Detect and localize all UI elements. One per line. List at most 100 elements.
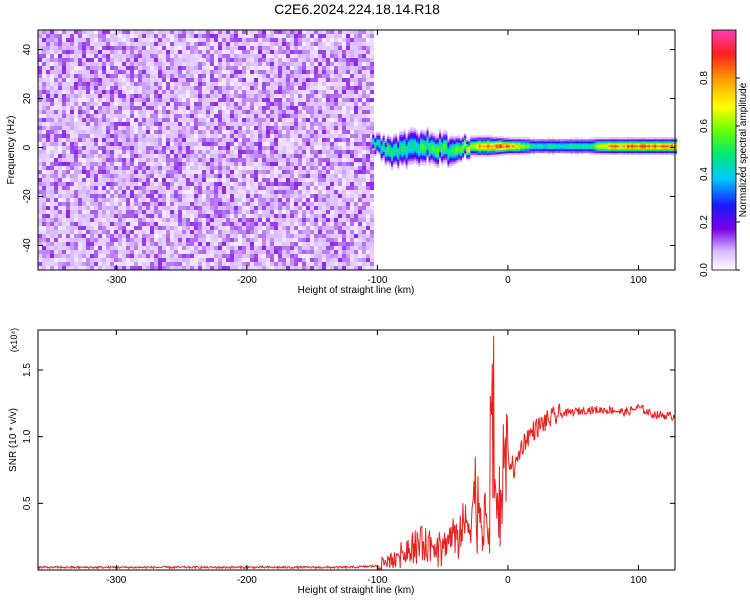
heatmap-cell (46, 210, 50, 214)
heatmap-cell (306, 86, 310, 90)
heatmap-cell (74, 246, 78, 250)
heatmap-cell (210, 218, 214, 222)
heatmap-cell (298, 118, 302, 122)
heatmap-cell (362, 174, 366, 178)
heatmap-cell (90, 46, 94, 50)
heatmap-cell (342, 42, 346, 46)
heatmap-cell (238, 34, 242, 38)
heatmap-cell (290, 230, 294, 234)
heatmap-cell (298, 138, 302, 142)
heatmap-cell (90, 138, 94, 142)
heatmap-cell (66, 130, 70, 134)
heatmap-cell (266, 46, 270, 50)
heatmap-cell (138, 162, 142, 166)
heatmap-cell (126, 106, 130, 110)
heatmap-cell (110, 234, 114, 238)
heatmap-cell (210, 206, 214, 210)
heatmap-cell (242, 186, 246, 190)
heatmap-cell (82, 90, 86, 94)
heatmap-cell (290, 62, 294, 66)
heatmap-cell (310, 74, 314, 78)
heatmap-cell (366, 62, 370, 66)
heatmap-cell (286, 82, 290, 86)
heatmap-cell (266, 250, 270, 254)
heatmap-cell (130, 90, 134, 94)
heatmap-cell (242, 146, 246, 150)
heatmap-cell (118, 194, 122, 198)
heatmap-cell (346, 222, 350, 226)
heatmap-cell (146, 62, 150, 66)
heatmap-cell (294, 170, 298, 174)
heatmap-cell (354, 238, 358, 242)
heatmap-cell (270, 170, 274, 174)
heatmap-cell (210, 70, 214, 74)
heatmap-cell (158, 162, 162, 166)
heatmap-cell (66, 202, 70, 206)
heatmap-cell (106, 82, 110, 86)
heatmap-cell (178, 42, 182, 46)
heatmap-cell (318, 210, 322, 214)
heatmap-cell (70, 46, 74, 50)
heatmap-cell (234, 138, 238, 142)
heatmap-cell (166, 118, 170, 122)
heatmap-cell (94, 122, 98, 126)
heatmap-cell (186, 138, 190, 142)
heatmap-cell (146, 50, 150, 54)
heatmap-cell (90, 154, 94, 158)
heatmap-cell (370, 86, 374, 90)
heatmap-cell (90, 146, 94, 150)
heatmap-cell (254, 114, 258, 118)
heatmap-cell (78, 230, 82, 234)
heatmap-cell (246, 106, 250, 110)
heatmap-cell (202, 194, 206, 198)
heatmap-cell (62, 58, 66, 62)
heatmap-cell (158, 138, 162, 142)
heatmap-cell (130, 154, 134, 158)
heatmap-cell (306, 226, 310, 230)
heatmap-cell (138, 78, 142, 82)
heatmap-cell (162, 210, 166, 214)
heatmap-cell (322, 234, 326, 238)
heatmap-cell (78, 266, 82, 270)
heatmap-cell (134, 190, 138, 194)
heatmap-cell (58, 194, 62, 198)
heatmap-cell (246, 130, 250, 134)
heatmap-cell (282, 238, 286, 242)
heatmap-cell (186, 230, 190, 234)
heatmap-cell (278, 166, 282, 170)
heatmap-cell (134, 138, 138, 142)
heatmap-cell (282, 186, 286, 190)
heatmap-cell (202, 114, 206, 118)
heatmap-cell (86, 234, 90, 238)
heatmap-cell (322, 126, 326, 130)
heatmap-cell (54, 154, 58, 158)
heatmap-cell (106, 42, 110, 46)
heatmap-cell (302, 246, 306, 250)
heatmap-cell (194, 42, 198, 46)
heatmap-cell (110, 162, 114, 166)
heatmap-cell (154, 254, 158, 258)
heatmap-cell (278, 126, 282, 130)
heatmap-cell (206, 250, 210, 254)
heatmap-cell (234, 254, 238, 258)
heatmap-cell (222, 30, 226, 34)
heatmap-cell (54, 130, 58, 134)
heatmap-cell (190, 190, 194, 194)
heatmap-cell (370, 214, 374, 218)
heatmap-cell (146, 198, 150, 202)
heatmap-cell (234, 82, 238, 86)
heatmap-cell (302, 210, 306, 214)
heatmap-cell (318, 234, 322, 238)
heatmap-cell (242, 242, 246, 246)
heatmap-cell (222, 90, 226, 94)
heatmap-cell (182, 122, 186, 126)
heatmap-cell (218, 94, 222, 98)
heatmap-cell (170, 222, 174, 226)
heatmap-cell (54, 106, 58, 110)
heatmap-cell (210, 214, 214, 218)
heatmap-cell (54, 86, 58, 90)
heatmap-cell (142, 34, 146, 38)
heatmap-cell (302, 54, 306, 58)
heatmap-cell (306, 170, 310, 174)
heatmap-cell (214, 102, 218, 106)
